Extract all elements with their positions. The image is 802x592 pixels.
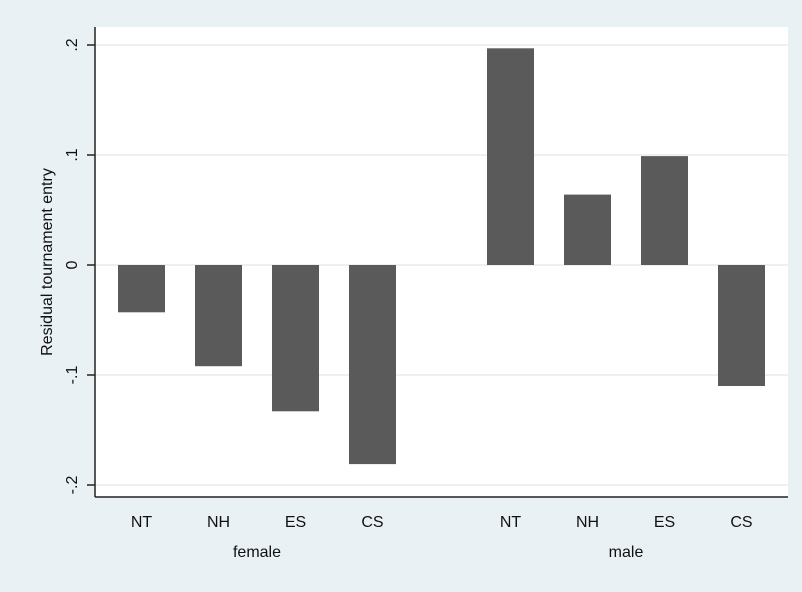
y-tick-label: 0 bbox=[64, 260, 81, 269]
x-category-label: CS bbox=[730, 514, 752, 531]
x-category-label: NT bbox=[131, 514, 153, 531]
bar bbox=[195, 265, 242, 367]
x-group-label: male bbox=[609, 544, 644, 561]
x-category-label: NH bbox=[207, 514, 230, 531]
bars bbox=[118, 48, 765, 465]
x-category-label: ES bbox=[654, 514, 675, 531]
x-category-label: ES bbox=[285, 514, 306, 531]
bar bbox=[718, 265, 765, 386]
y-tick-label: .2 bbox=[64, 38, 81, 51]
bar bbox=[118, 265, 165, 313]
bar bbox=[564, 194, 611, 265]
y-axis-title: Residual tournament entry bbox=[39, 168, 56, 356]
x-group-label: female bbox=[233, 544, 281, 561]
bar bbox=[349, 265, 396, 465]
axes: .2 .1 0 -.1 -.2 NT NH ES CS female NT NH ES CS male bbox=[64, 27, 788, 561]
x-category-label: CS bbox=[361, 514, 383, 531]
y-tick-label: .1 bbox=[64, 148, 81, 161]
x-category-label: NT bbox=[500, 514, 522, 531]
x-category-label: NH bbox=[576, 514, 599, 531]
bar bbox=[487, 48, 534, 265]
y-tick-label: -.2 bbox=[64, 476, 81, 495]
y-tick-label: -.1 bbox=[64, 366, 81, 385]
bar bbox=[641, 156, 688, 265]
bar bbox=[272, 265, 319, 412]
